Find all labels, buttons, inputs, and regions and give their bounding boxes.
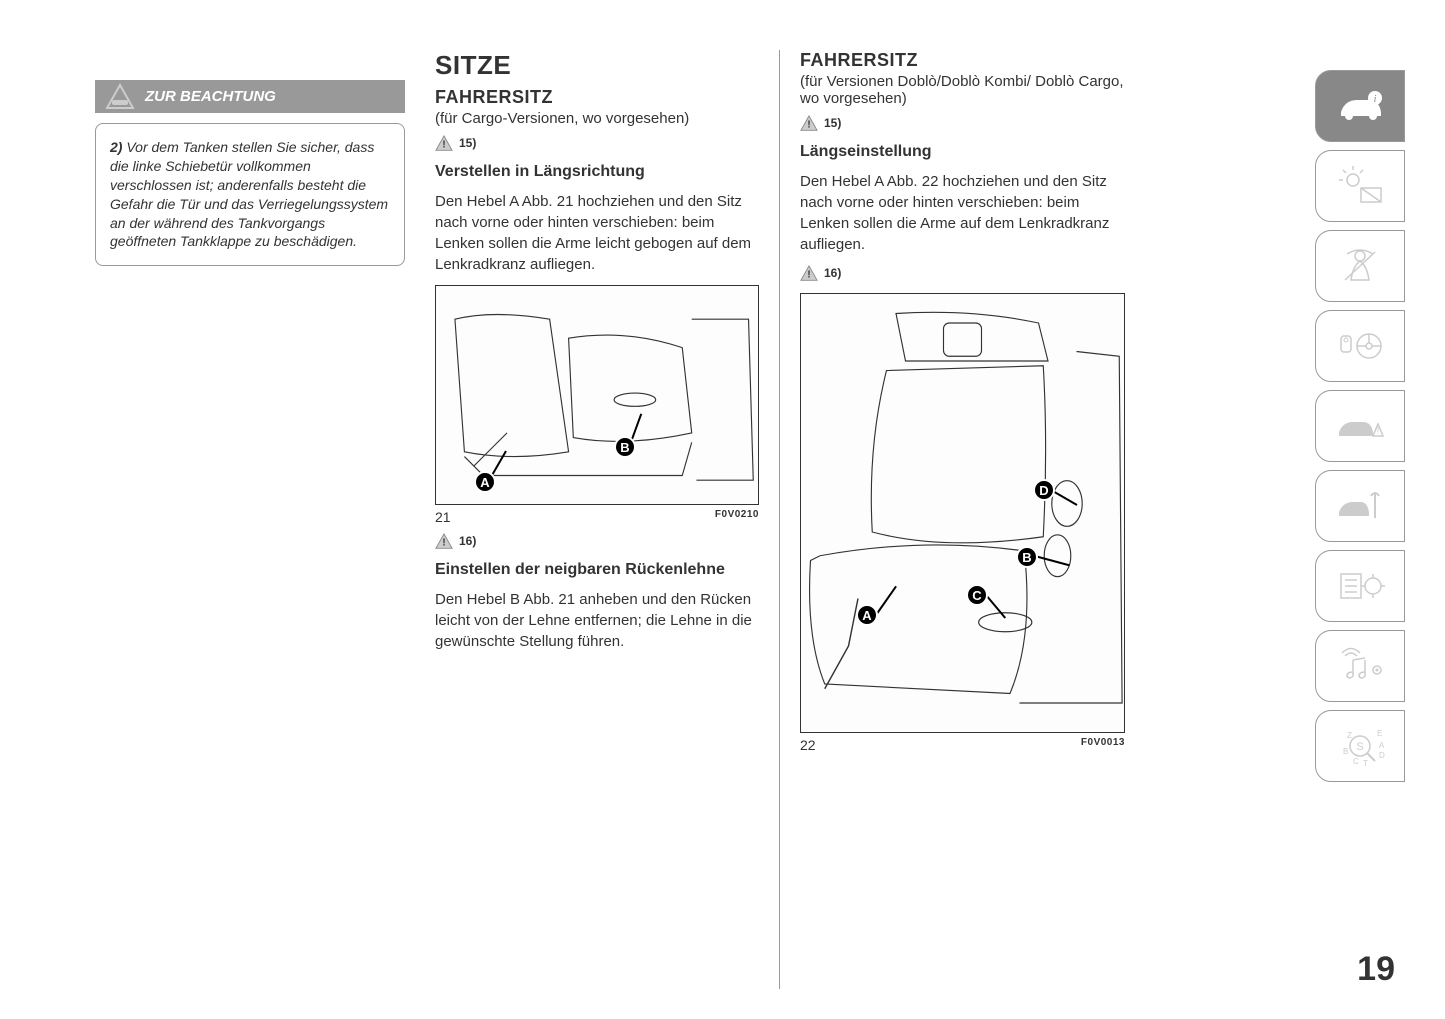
note-header: ZUR BEACHTUNG bbox=[95, 80, 405, 113]
warning-ref-text: 15) bbox=[459, 136, 476, 150]
version-note: (für Versionen Doblò/Doblò Kombi/ Doblò … bbox=[800, 73, 1125, 107]
warning-icon: ! bbox=[435, 533, 453, 549]
warning-ref-text: 16) bbox=[824, 266, 841, 280]
note-box: 2) Vor dem Tanken stellen Sie sicher, da… bbox=[95, 123, 405, 266]
figure-callout-b: B bbox=[614, 436, 636, 458]
tab-index[interactable]: ZBCT EAD S bbox=[1315, 710, 1405, 782]
sidebar-tabs: i ! ZBCT EAD S bbox=[1315, 70, 1405, 782]
tab-multimedia[interactable] bbox=[1315, 630, 1405, 702]
figure-callout-c: C bbox=[966, 584, 988, 606]
tab-starting[interactable] bbox=[1315, 310, 1405, 382]
warning-icon: ! bbox=[435, 135, 453, 151]
paragraph-title: Längseinstellung bbox=[800, 143, 1125, 161]
page-number: 19 bbox=[1357, 950, 1395, 989]
body-text: Den Hebel A Abb. 22 hochziehen und den S… bbox=[800, 171, 1125, 255]
svg-text:i: i bbox=[1374, 94, 1377, 105]
warning-reference: ! 15) bbox=[435, 135, 759, 151]
svg-text:S: S bbox=[1356, 741, 1363, 753]
sub-title: FAHRERSITZ bbox=[435, 87, 759, 108]
sub-title: FAHRERSITZ bbox=[800, 50, 1125, 71]
figure-callout-b: B bbox=[1016, 546, 1038, 568]
figure-callout-a: A bbox=[856, 604, 878, 626]
figure-number: 21 bbox=[435, 509, 451, 525]
tab-maintenance[interactable] bbox=[1315, 470, 1405, 542]
body-text: Den Hebel B Abb. 21 anheben und den Rück… bbox=[435, 589, 759, 652]
svg-text:B: B bbox=[1343, 747, 1348, 756]
figure-21: A B bbox=[435, 285, 759, 505]
tab-emergency[interactable]: ! bbox=[1315, 390, 1405, 462]
figure-number: 22 bbox=[800, 737, 816, 753]
svg-text:C: C bbox=[1353, 757, 1359, 766]
svg-text:!: ! bbox=[807, 120, 810, 131]
figure-callout-a: A bbox=[474, 471, 496, 493]
svg-text:!: ! bbox=[1377, 426, 1380, 436]
figure-caption: 21 F0V0210 bbox=[435, 509, 759, 525]
figure-caption: 22 F0V0013 bbox=[800, 737, 1125, 753]
warning-reference: ! 16) bbox=[800, 265, 1125, 281]
tab-specs[interactable] bbox=[1315, 550, 1405, 622]
paragraph-title: Einstellen der neigbaren Rückenlehne bbox=[435, 561, 759, 579]
svg-text:E: E bbox=[1377, 729, 1382, 738]
svg-text:!: ! bbox=[442, 140, 445, 151]
warning-ref-text: 16) bbox=[459, 534, 476, 548]
tab-lights[interactable] bbox=[1315, 150, 1405, 222]
svg-text:A: A bbox=[1379, 741, 1385, 750]
svg-text:T: T bbox=[1363, 759, 1368, 766]
note-header-text: ZUR BEACHTUNG bbox=[145, 88, 276, 105]
warning-reference: ! 16) bbox=[435, 533, 759, 549]
figure-code: F0V0210 bbox=[715, 509, 759, 525]
warning-icon: ! bbox=[800, 265, 818, 281]
figure-callout-d: D bbox=[1033, 479, 1055, 501]
figure-code: F0V0013 bbox=[1081, 737, 1125, 753]
body-text: Den Hebel A Abb. 21 hochziehen und den S… bbox=[435, 191, 759, 275]
svg-text:D: D bbox=[1379, 751, 1385, 760]
warning-reference: ! 15) bbox=[800, 115, 1125, 131]
section-title: SITZE bbox=[435, 50, 759, 81]
tab-safety[interactable] bbox=[1315, 230, 1405, 302]
warning-triangle-icon bbox=[105, 82, 135, 112]
svg-text:Z: Z bbox=[1347, 731, 1352, 740]
version-note: (für Cargo-Versionen, wo vorgesehen) bbox=[435, 110, 759, 127]
note-number: 2) bbox=[110, 139, 122, 155]
figure-22: A B C D bbox=[800, 293, 1125, 733]
svg-text:!: ! bbox=[442, 538, 445, 549]
paragraph-title: Verstellen in Längsrichtung bbox=[435, 163, 759, 181]
tab-vehicle-info[interactable]: i bbox=[1315, 70, 1405, 142]
svg-text:!: ! bbox=[807, 270, 810, 281]
note-text: Vor dem Tanken stellen Sie sicher, dass … bbox=[110, 139, 388, 249]
warning-ref-text: 15) bbox=[824, 116, 841, 130]
warning-icon: ! bbox=[800, 115, 818, 131]
